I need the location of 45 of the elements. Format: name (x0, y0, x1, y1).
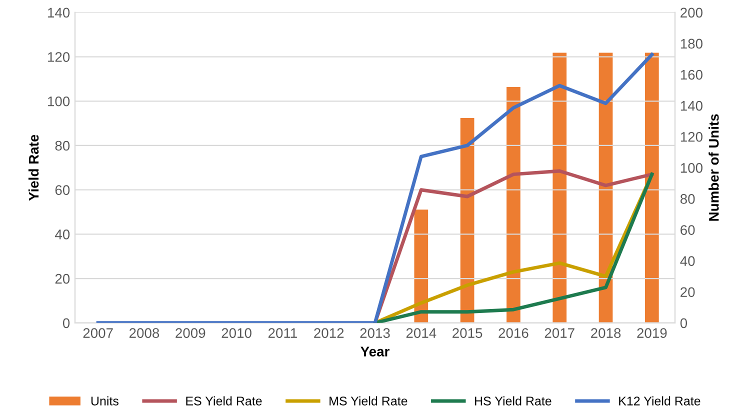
y2-tick-label: 180 (680, 38, 702, 49)
x-tick-label: 2011 (268, 328, 297, 338)
y2-tick-label: 0 (680, 318, 688, 328)
y-axis-title: Yield Rate (28, 134, 39, 201)
x-tick-label: 2009 (176, 328, 206, 338)
y2-axis-title: Number of Units (708, 114, 719, 221)
x-tick-label: 2018 (591, 328, 621, 338)
x-tick-label: 2012 (314, 328, 344, 338)
y-tick-label: 140 (48, 8, 70, 18)
x-tick-label: 2015 (452, 328, 482, 338)
x-tick-label: 2014 (406, 328, 436, 338)
y2-tick-label: 140 (680, 100, 702, 111)
y2-tick-label: 80 (680, 194, 695, 204)
bar (552, 52, 567, 323)
bar (506, 86, 520, 323)
x-tick-label: 2007 (83, 328, 113, 338)
y-tick-label: 0 (62, 318, 70, 328)
y2-tick-label: 40 (680, 256, 695, 266)
x-tick-label: 2017 (544, 328, 574, 338)
y-tick-label: 100 (48, 96, 70, 106)
bar (414, 210, 428, 323)
bar (645, 52, 659, 323)
y-tick-label: 40 (55, 230, 70, 240)
x-tick-label: 2008 (129, 328, 160, 338)
y2-tick-label: 60 (680, 225, 695, 235)
y-tick-label: 120 (48, 52, 70, 62)
x-tick-label: 2016 (498, 328, 528, 338)
line-series (96, 52, 654, 323)
x-tick-label: 2013 (360, 328, 390, 338)
legend-label: Units (91, 396, 118, 406)
legend-label: K12 Yield Rate (619, 396, 700, 406)
y2-tick-label: 20 (680, 287, 695, 298)
y2-tick-label: 100 (680, 163, 702, 173)
y2-tick-label: 160 (680, 70, 702, 80)
y-tick-label: 20 (55, 274, 70, 284)
x-tick-label: 2010 (222, 328, 252, 338)
y2-tick-label: 200 (680, 8, 702, 18)
x-tick-label: 2019 (637, 328, 667, 338)
y2-tick-label: 120 (680, 132, 702, 142)
x-axis-title: Year (360, 346, 390, 356)
legend-label: HS Yield Rate (475, 396, 552, 406)
y-tick-label: 60 (55, 185, 70, 196)
legend-label: ES Yield Rate (186, 396, 262, 406)
y-tick-label: 80 (55, 140, 70, 151)
legend-label: MS Yield Rate (330, 396, 408, 406)
